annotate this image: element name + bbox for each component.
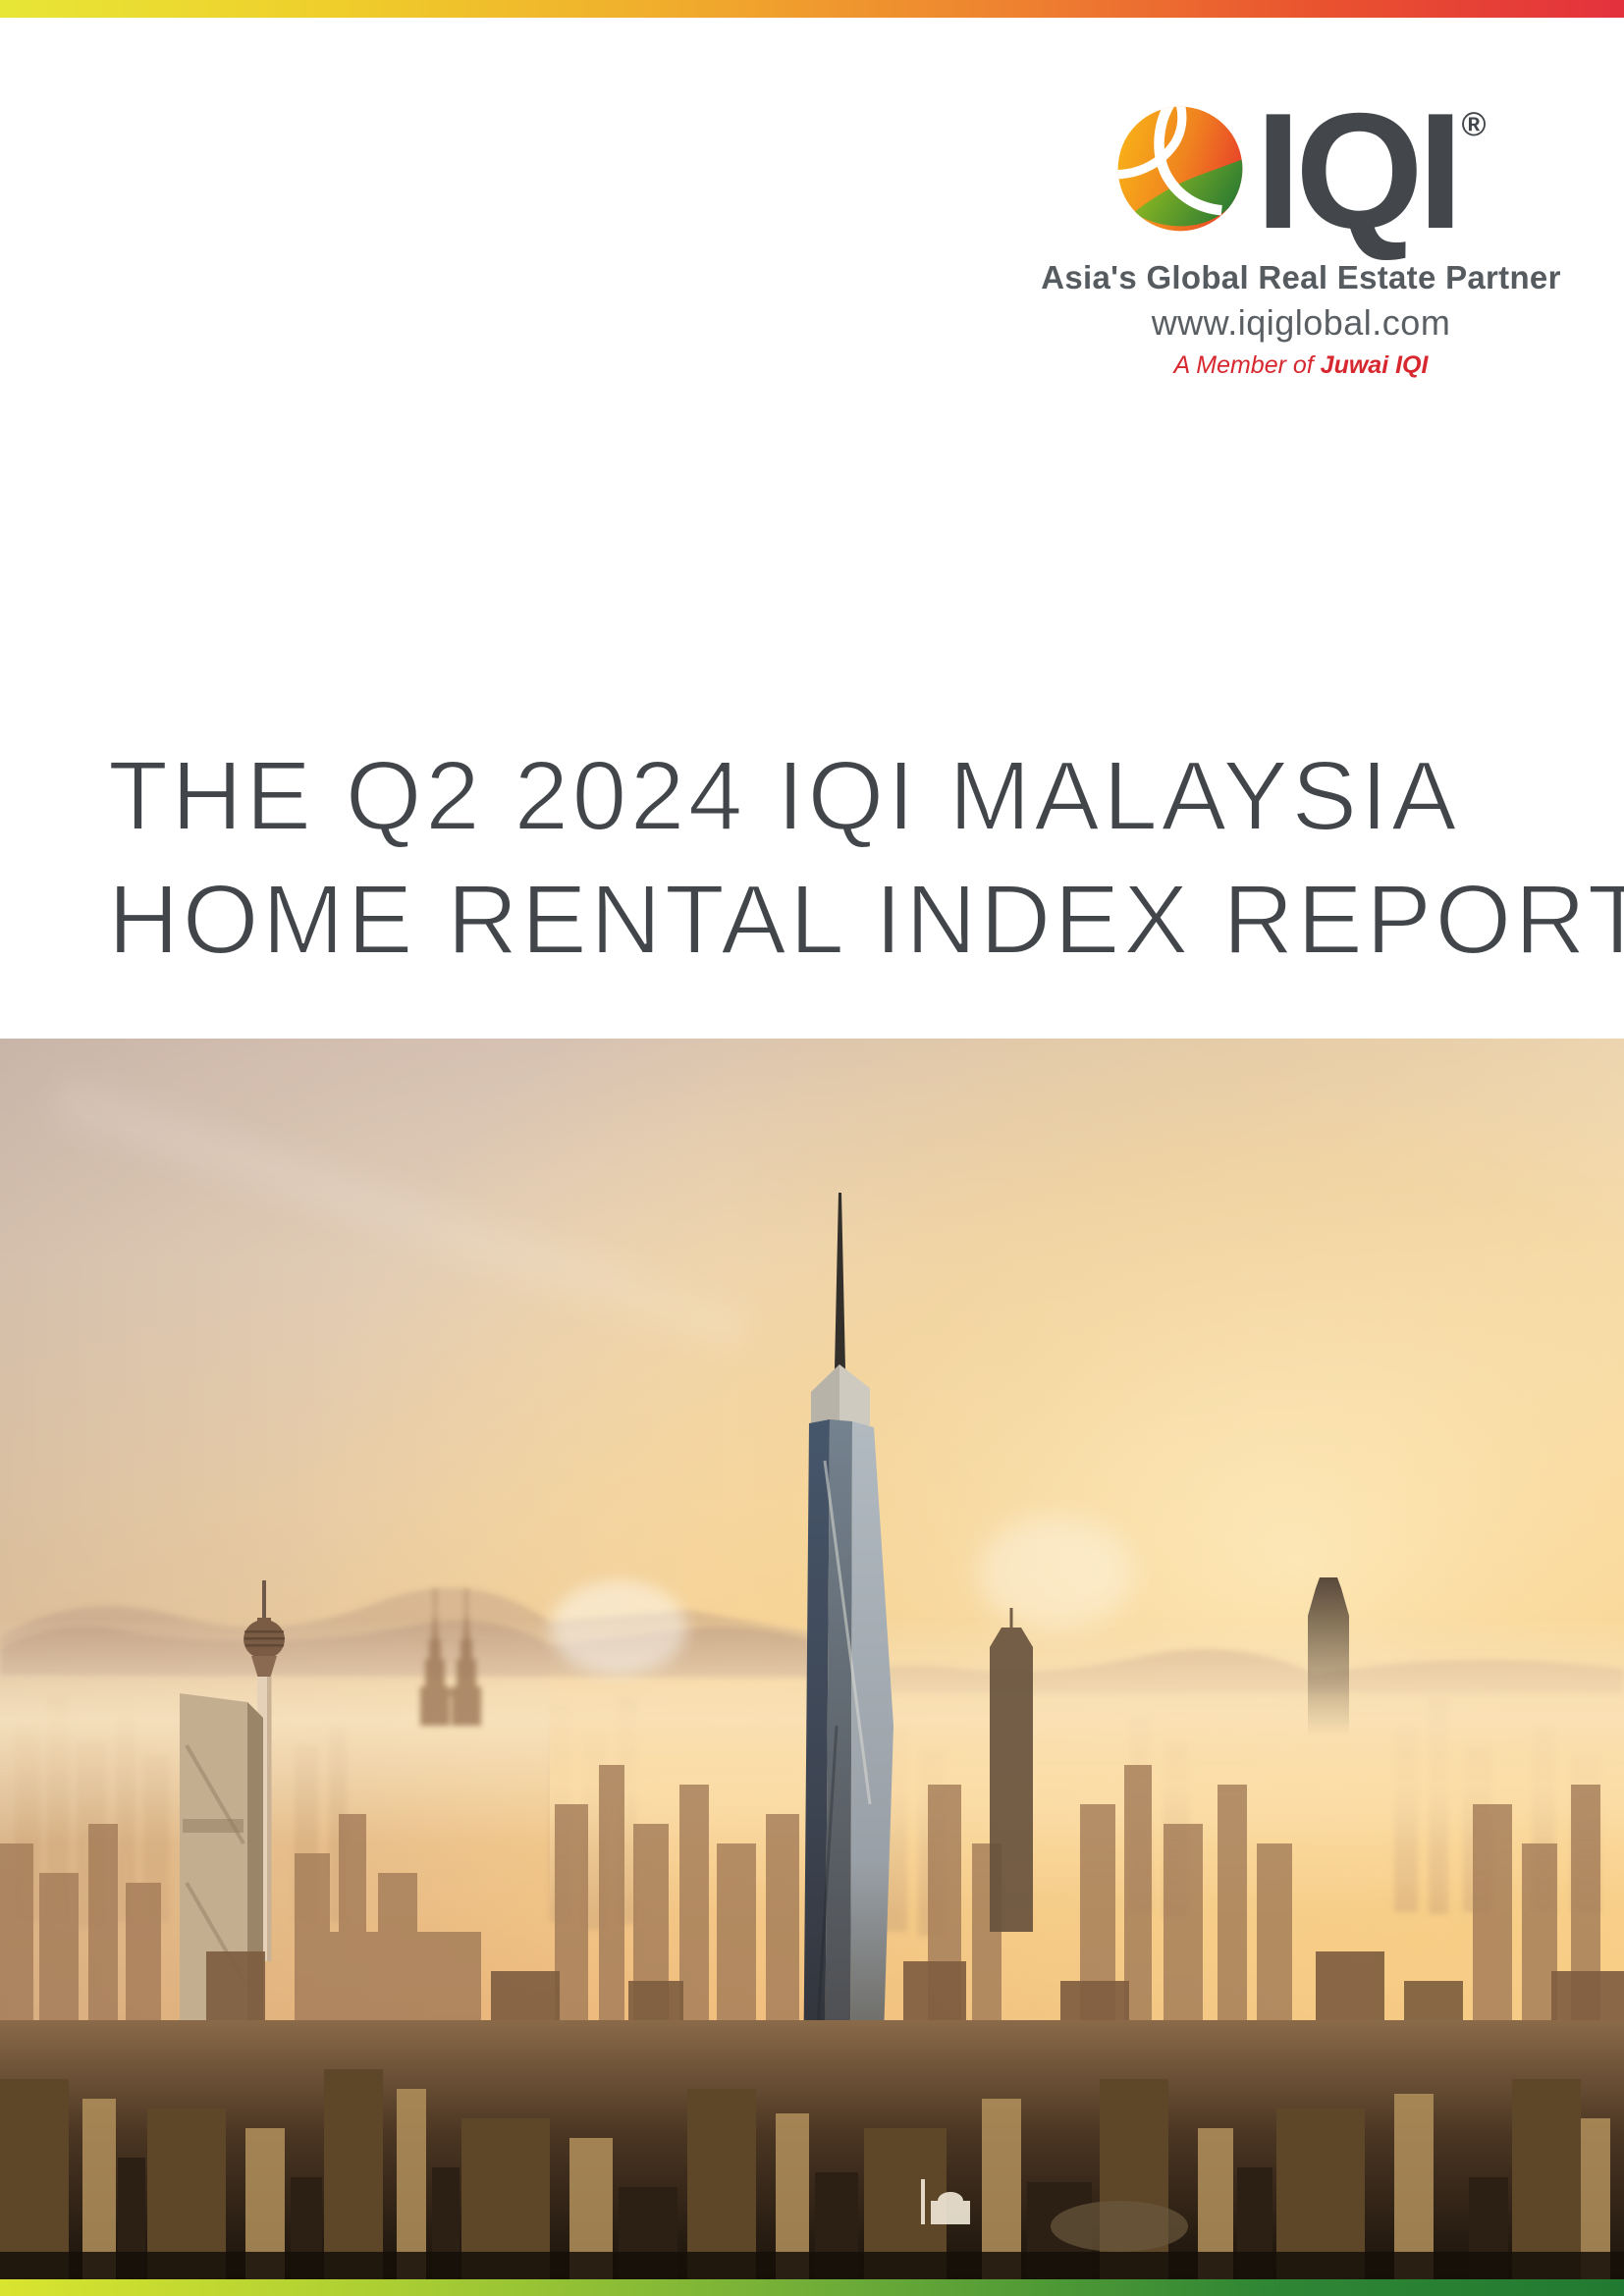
merdeka-118-tower — [803, 1193, 893, 2099]
cover-photo — [0, 1039, 1624, 2279]
bottom-accent-bar — [0, 2279, 1624, 2296]
report-title-line-1: THE Q2 2024 IQI MALAYSIA — [107, 740, 1461, 852]
member-brand: Juwai IQI — [1320, 351, 1429, 379]
member-prefix: A Member of — [1173, 351, 1321, 379]
logo-tagline: Asia's Global Real Estate Partner — [1041, 259, 1561, 295]
top-accent-bar — [0, 0, 1624, 18]
dark-highrise — [990, 1608, 1033, 1932]
logo-member-line: A Member of Juwai IQI — [1174, 351, 1429, 380]
foreground-city — [0, 2020, 1624, 2279]
cloud-wisp — [51, 1076, 754, 1355]
report-title-line-2: HOME RENTAL INDEX REPORT — [107, 864, 1624, 976]
report-title: THE Q2 2024 IQI MALAYSIA HOME RENTAL IND… — [107, 734, 1624, 982]
iqi-wordmark: IQI — [1255, 79, 1463, 263]
petronas-twin-towers — [420, 1588, 481, 1726]
stadium — [1051, 2201, 1188, 2252]
iqi-globe-icon — [1118, 106, 1243, 232]
registered-trademark-symbol: ® — [1461, 106, 1487, 143]
mosque — [921, 2179, 970, 2224]
kuala-lumpur-skyline-photo — [0, 1039, 1624, 2279]
smoke-plume — [550, 1580, 687, 1675]
iqi-logo-row: IQI ® — [1115, 79, 1487, 263]
smoke-plume-2 — [977, 1517, 1134, 1630]
exchange-106-tower — [1308, 1577, 1349, 1735]
logo-website: www.iqiglobal.com — [1151, 302, 1451, 343]
iqi-logo-block: IQI ® Asia's Global Real Estate Partner … — [1041, 79, 1560, 380]
